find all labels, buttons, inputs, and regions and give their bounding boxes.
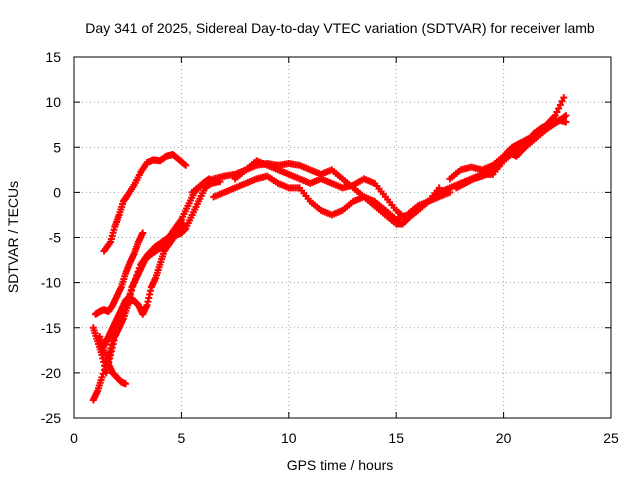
data-point <box>560 94 568 102</box>
y-tick-label: 0 <box>53 184 61 200</box>
x-tick-label: 20 <box>496 430 512 446</box>
series-track-1 <box>100 150 190 255</box>
data-point-fill <box>553 108 561 116</box>
plot-frame <box>73 56 612 419</box>
tick-labels: 0 5 10 15 20 25 -25 -20 -15 -10 -5 0 5 10 15 <box>41 49 619 446</box>
chart-title: Day 341 of 2025, Sidereal Day-to-day VTE… <box>85 20 595 36</box>
x-tick-label: 0 <box>70 430 78 446</box>
y-tick-label: -20 <box>41 365 61 381</box>
series-track-4 <box>91 229 147 318</box>
x-tick-label: 25 <box>603 430 619 446</box>
data-point <box>446 188 454 196</box>
data-point <box>122 380 130 388</box>
data-point <box>182 161 190 169</box>
data-point-fill <box>558 97 566 105</box>
data-point <box>180 220 188 228</box>
series-track-11 <box>446 94 568 183</box>
data-point <box>139 229 147 237</box>
y-tick-label: 10 <box>45 94 61 110</box>
data-point <box>98 373 106 381</box>
data-point <box>562 112 570 120</box>
y-tick-label: -5 <box>49 230 62 246</box>
series-track-9 <box>210 172 454 223</box>
data-point-fill <box>556 101 564 109</box>
data-series <box>89 94 570 404</box>
series-track-13 <box>452 116 570 192</box>
series-track-10 <box>231 157 443 223</box>
y-axis-title: SDTVAR / TECUs <box>5 181 21 293</box>
data-point <box>562 118 570 126</box>
data-point <box>435 184 443 192</box>
series-track-3 <box>89 175 213 377</box>
y-tick-label: 15 <box>45 49 61 65</box>
x-axis-title: GPS time / hours <box>287 457 394 473</box>
data-point <box>551 112 559 120</box>
y-tick-label: -15 <box>41 320 61 336</box>
y-tick-label: -25 <box>41 410 61 426</box>
series-track-8 <box>188 159 465 228</box>
y-tick-label: 5 <box>53 139 61 155</box>
series-track-7 <box>122 220 188 318</box>
x-tick-label: 10 <box>281 430 297 446</box>
x-tick-label: 15 <box>388 430 404 446</box>
grid <box>74 57 611 418</box>
x-tick-label: 5 <box>178 430 186 446</box>
data-point-fill <box>180 160 188 168</box>
y-tick-label: -10 <box>41 275 61 291</box>
data-point-fill <box>555 104 563 112</box>
